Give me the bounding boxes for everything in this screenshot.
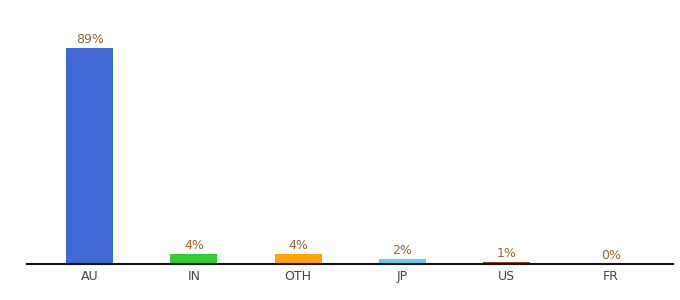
Text: 89%: 89%	[75, 33, 103, 46]
Text: 4%: 4%	[184, 239, 204, 252]
Text: 1%: 1%	[496, 247, 516, 260]
Bar	[171, 254, 218, 264]
Bar	[379, 259, 426, 264]
Bar	[275, 254, 322, 264]
Bar	[483, 262, 530, 264]
Bar	[66, 48, 113, 264]
Text: 0%: 0%	[600, 249, 621, 262]
Text: 2%: 2%	[392, 244, 412, 257]
Text: 4%: 4%	[288, 239, 308, 252]
